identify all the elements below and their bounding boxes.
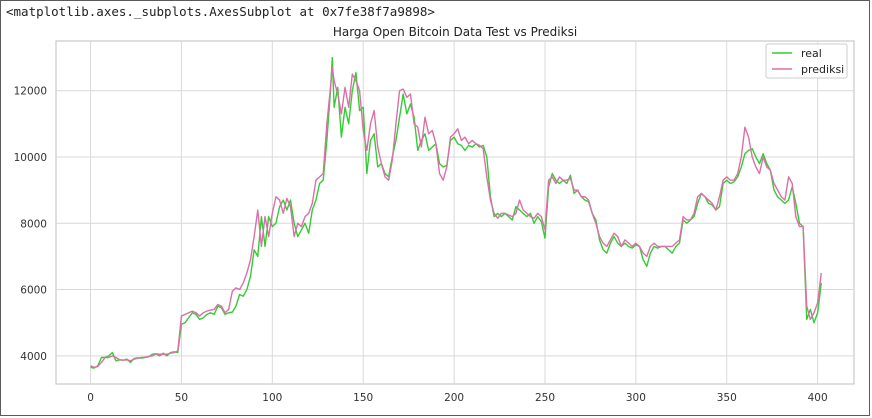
x-tick-label: 350 — [717, 392, 737, 404]
y-tick-label: 8000 — [20, 218, 47, 230]
x-tick-label: 300 — [626, 392, 646, 404]
x-tick-label: 200 — [444, 392, 464, 404]
y-tick-label: 6000 — [20, 285, 47, 297]
x-axis-ticks: 0 50 100 150 200 250 300 350 400 — [87, 392, 827, 404]
x-tick-label: 0 — [87, 392, 94, 404]
legend: real prediksi — [765, 43, 848, 79]
x-tick-label: 100 — [262, 392, 282, 404]
y-tick-label: 10000 — [14, 152, 47, 164]
series-lines — [90, 56, 822, 369]
x-tick-label: 400 — [808, 392, 828, 404]
series-line-prediksi — [90, 66, 822, 369]
legend-label-real: real — [801, 47, 822, 60]
output-repr-text: <matplotlib.axes._subplots.AxesSubplot a… — [6, 4, 435, 19]
chart-title: Harga Open Bitcoin Data Test vs Prediksi — [333, 25, 577, 39]
x-tick-label: 150 — [353, 392, 373, 404]
y-tick-label: 12000 — [14, 86, 47, 98]
x-tick-label: 50 — [175, 392, 188, 404]
y-axis-ticks: 4000 6000 8000 10000 12000 — [14, 86, 47, 363]
series-line-real — [90, 56, 822, 369]
legend-label-prediksi: prediksi — [801, 63, 844, 76]
x-tick-label: 250 — [535, 392, 555, 404]
y-tick-label: 4000 — [20, 351, 47, 363]
plot-area — [55, 40, 855, 385]
